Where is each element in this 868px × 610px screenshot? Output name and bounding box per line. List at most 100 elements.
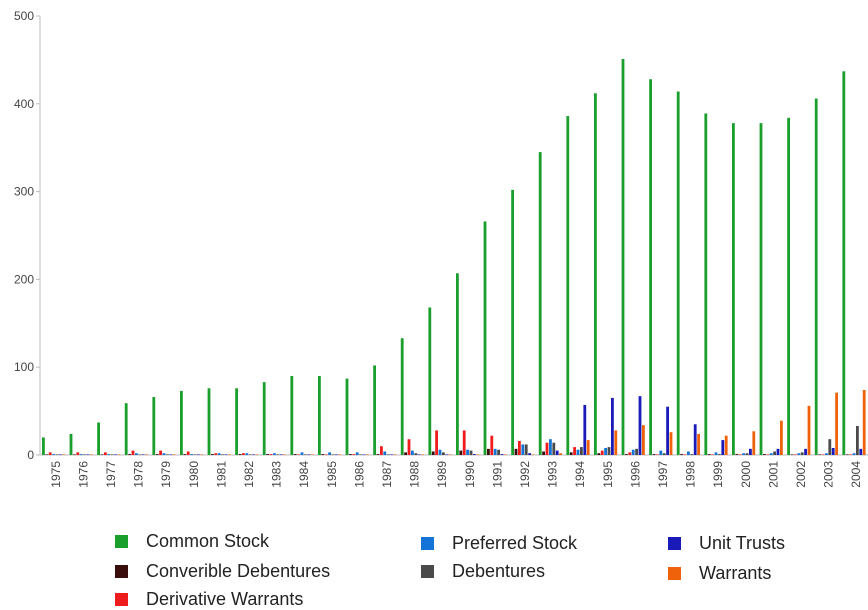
y-tick-label: 400	[14, 97, 34, 111]
bar-preferred-stock-1993	[549, 439, 552, 455]
bar-converible-debentures-1997	[652, 454, 656, 455]
bar-warrants-1993	[559, 453, 562, 455]
bar-debentures-2001	[773, 451, 776, 455]
bar-preferred-stock-1979	[162, 453, 166, 455]
x-tick-label: 1985	[325, 461, 339, 488]
bar-converible-debentures-1992	[514, 448, 518, 455]
bar-common-stock-1996	[621, 59, 625, 456]
bar-debentures-1982	[248, 454, 252, 455]
bar-common-stock-1999	[704, 113, 708, 456]
bar-preferred-stock-2000	[742, 453, 745, 455]
bar-derivative-warrants-1997	[656, 454, 659, 455]
bar-derivative-warrants-1981	[214, 453, 218, 455]
bar-unit-trusts-1995	[611, 397, 614, 455]
bar-debentures-1999	[718, 454, 721, 455]
chart-axes	[39, 16, 868, 456]
bar-warrants-1992	[531, 454, 535, 455]
x-tick-label: 1995	[601, 461, 615, 488]
bar-warrants-1980	[200, 454, 204, 455]
bar-derivative-warrants-1988	[407, 439, 411, 455]
bar-preferred-stock-1980	[190, 454, 193, 455]
bar-converible-debentures-1989	[431, 451, 435, 455]
bar-warrants-1976	[90, 454, 93, 455]
bar-debentures-1992	[524, 444, 528, 455]
bar-derivative-warrants-1984	[297, 454, 300, 455]
x-tick-label: 1993	[546, 461, 560, 488]
bar-warrants-1983	[283, 454, 286, 455]
bar-debentures-1997	[662, 453, 666, 455]
bar-debentures-1977	[110, 454, 114, 455]
bar-unit-trusts-1982	[252, 454, 255, 455]
x-tick-label: 1983	[270, 461, 284, 488]
y-tick-label: 0	[27, 448, 34, 462]
bar-unit-trusts-1983	[279, 454, 283, 455]
bar-unit-trusts-1999	[721, 440, 725, 455]
bar-derivative-warrants-1999	[711, 454, 714, 455]
x-tick-label: 1999	[711, 461, 725, 488]
bar-debentures-1986	[359, 454, 362, 455]
bar-derivative-warrants-1980	[186, 451, 190, 455]
bar-warrants-2000	[752, 431, 756, 455]
bar-derivative-warrants-1978	[131, 450, 135, 455]
bar-common-stock-1988	[400, 338, 404, 455]
bar-preferred-stock-1976	[79, 454, 83, 455]
bar-warrants-1982	[255, 454, 259, 455]
bar-debentures-2000	[745, 453, 749, 455]
bar-common-stock-1980	[180, 390, 183, 455]
bar-common-stock-1976	[69, 433, 73, 455]
bar-debentures-1995	[607, 447, 611, 455]
bar-warrants-1990	[476, 454, 480, 455]
bar-unit-trusts-1979	[169, 454, 173, 455]
bar-warrants-2001	[780, 420, 783, 455]
bar-preferred-stock-1989	[438, 449, 442, 455]
bar-unit-trusts-1993	[555, 450, 559, 455]
bar-unit-trusts-1989	[445, 454, 449, 455]
bar-derivative-warrants-1993	[545, 442, 549, 455]
bar-common-stock-1994	[566, 116, 570, 455]
bar-warrants-1975	[62, 454, 66, 455]
bar-unit-trusts-1994	[583, 404, 587, 455]
bar-derivative-warrants-2004	[849, 454, 852, 455]
bar-converible-debentures-1982	[238, 454, 242, 455]
bar-warrants-1977	[117, 454, 121, 455]
bar-common-stock-1977	[97, 422, 100, 455]
bar-warrants-1988	[421, 454, 424, 455]
bar-converible-debentures-1994	[569, 452, 573, 455]
bar-debentures-1984	[304, 454, 307, 455]
bar-preferred-stock-2004	[852, 453, 856, 455]
bar-converible-debentures-1981	[211, 454, 214, 455]
x-axis-ticks: 1975 1976 1977 1978 1979 1980 1981 1982 1983 1984…	[49, 461, 863, 488]
bar-converible-debentures-1980	[183, 454, 187, 455]
bar-unit-trusts-1991	[500, 454, 504, 455]
bar-preferred-stock-1994	[576, 449, 580, 455]
bar-warrants-1991	[504, 454, 507, 455]
bar-unit-trusts-2003	[831, 447, 835, 455]
bar-unit-trusts-2004	[859, 448, 863, 455]
x-tick-label: 1987	[380, 461, 394, 488]
y-tick-label: 500	[14, 9, 34, 23]
bar-converible-debentures-1985	[321, 454, 325, 455]
bar-warrants-2002	[807, 405, 811, 455]
y-tick-label: 200	[14, 272, 34, 286]
bar-converible-debentures-1998	[680, 454, 683, 455]
bar-preferred-stock-1985	[328, 452, 331, 455]
bar-preferred-stock-1975	[52, 454, 55, 455]
bar-common-stock-1991	[483, 221, 487, 455]
bar-unit-trusts-1997	[666, 406, 669, 455]
bar-unit-trusts-1996	[638, 396, 642, 455]
bar-derivative-warrants-1977	[104, 452, 107, 455]
bar-common-stock-1990	[456, 273, 459, 455]
bar-debentures-1978	[138, 454, 142, 455]
bar-preferred-stock-1988	[411, 450, 414, 455]
bar-unit-trusts-1986	[362, 454, 366, 455]
bar-debentures-1989	[442, 452, 445, 455]
bar-common-stock-1983	[262, 382, 266, 455]
x-tick-label: 1984	[297, 461, 311, 488]
bar-common-stock-1993	[538, 152, 542, 455]
bar-common-stock-2001	[759, 123, 763, 456]
x-tick-label: 1986	[352, 461, 366, 488]
chart-bars	[42, 59, 866, 456]
bar-converible-debentures-1986	[349, 454, 352, 455]
x-tick-label: 2004	[849, 461, 863, 488]
bar-preferred-stock-1990	[466, 449, 469, 455]
